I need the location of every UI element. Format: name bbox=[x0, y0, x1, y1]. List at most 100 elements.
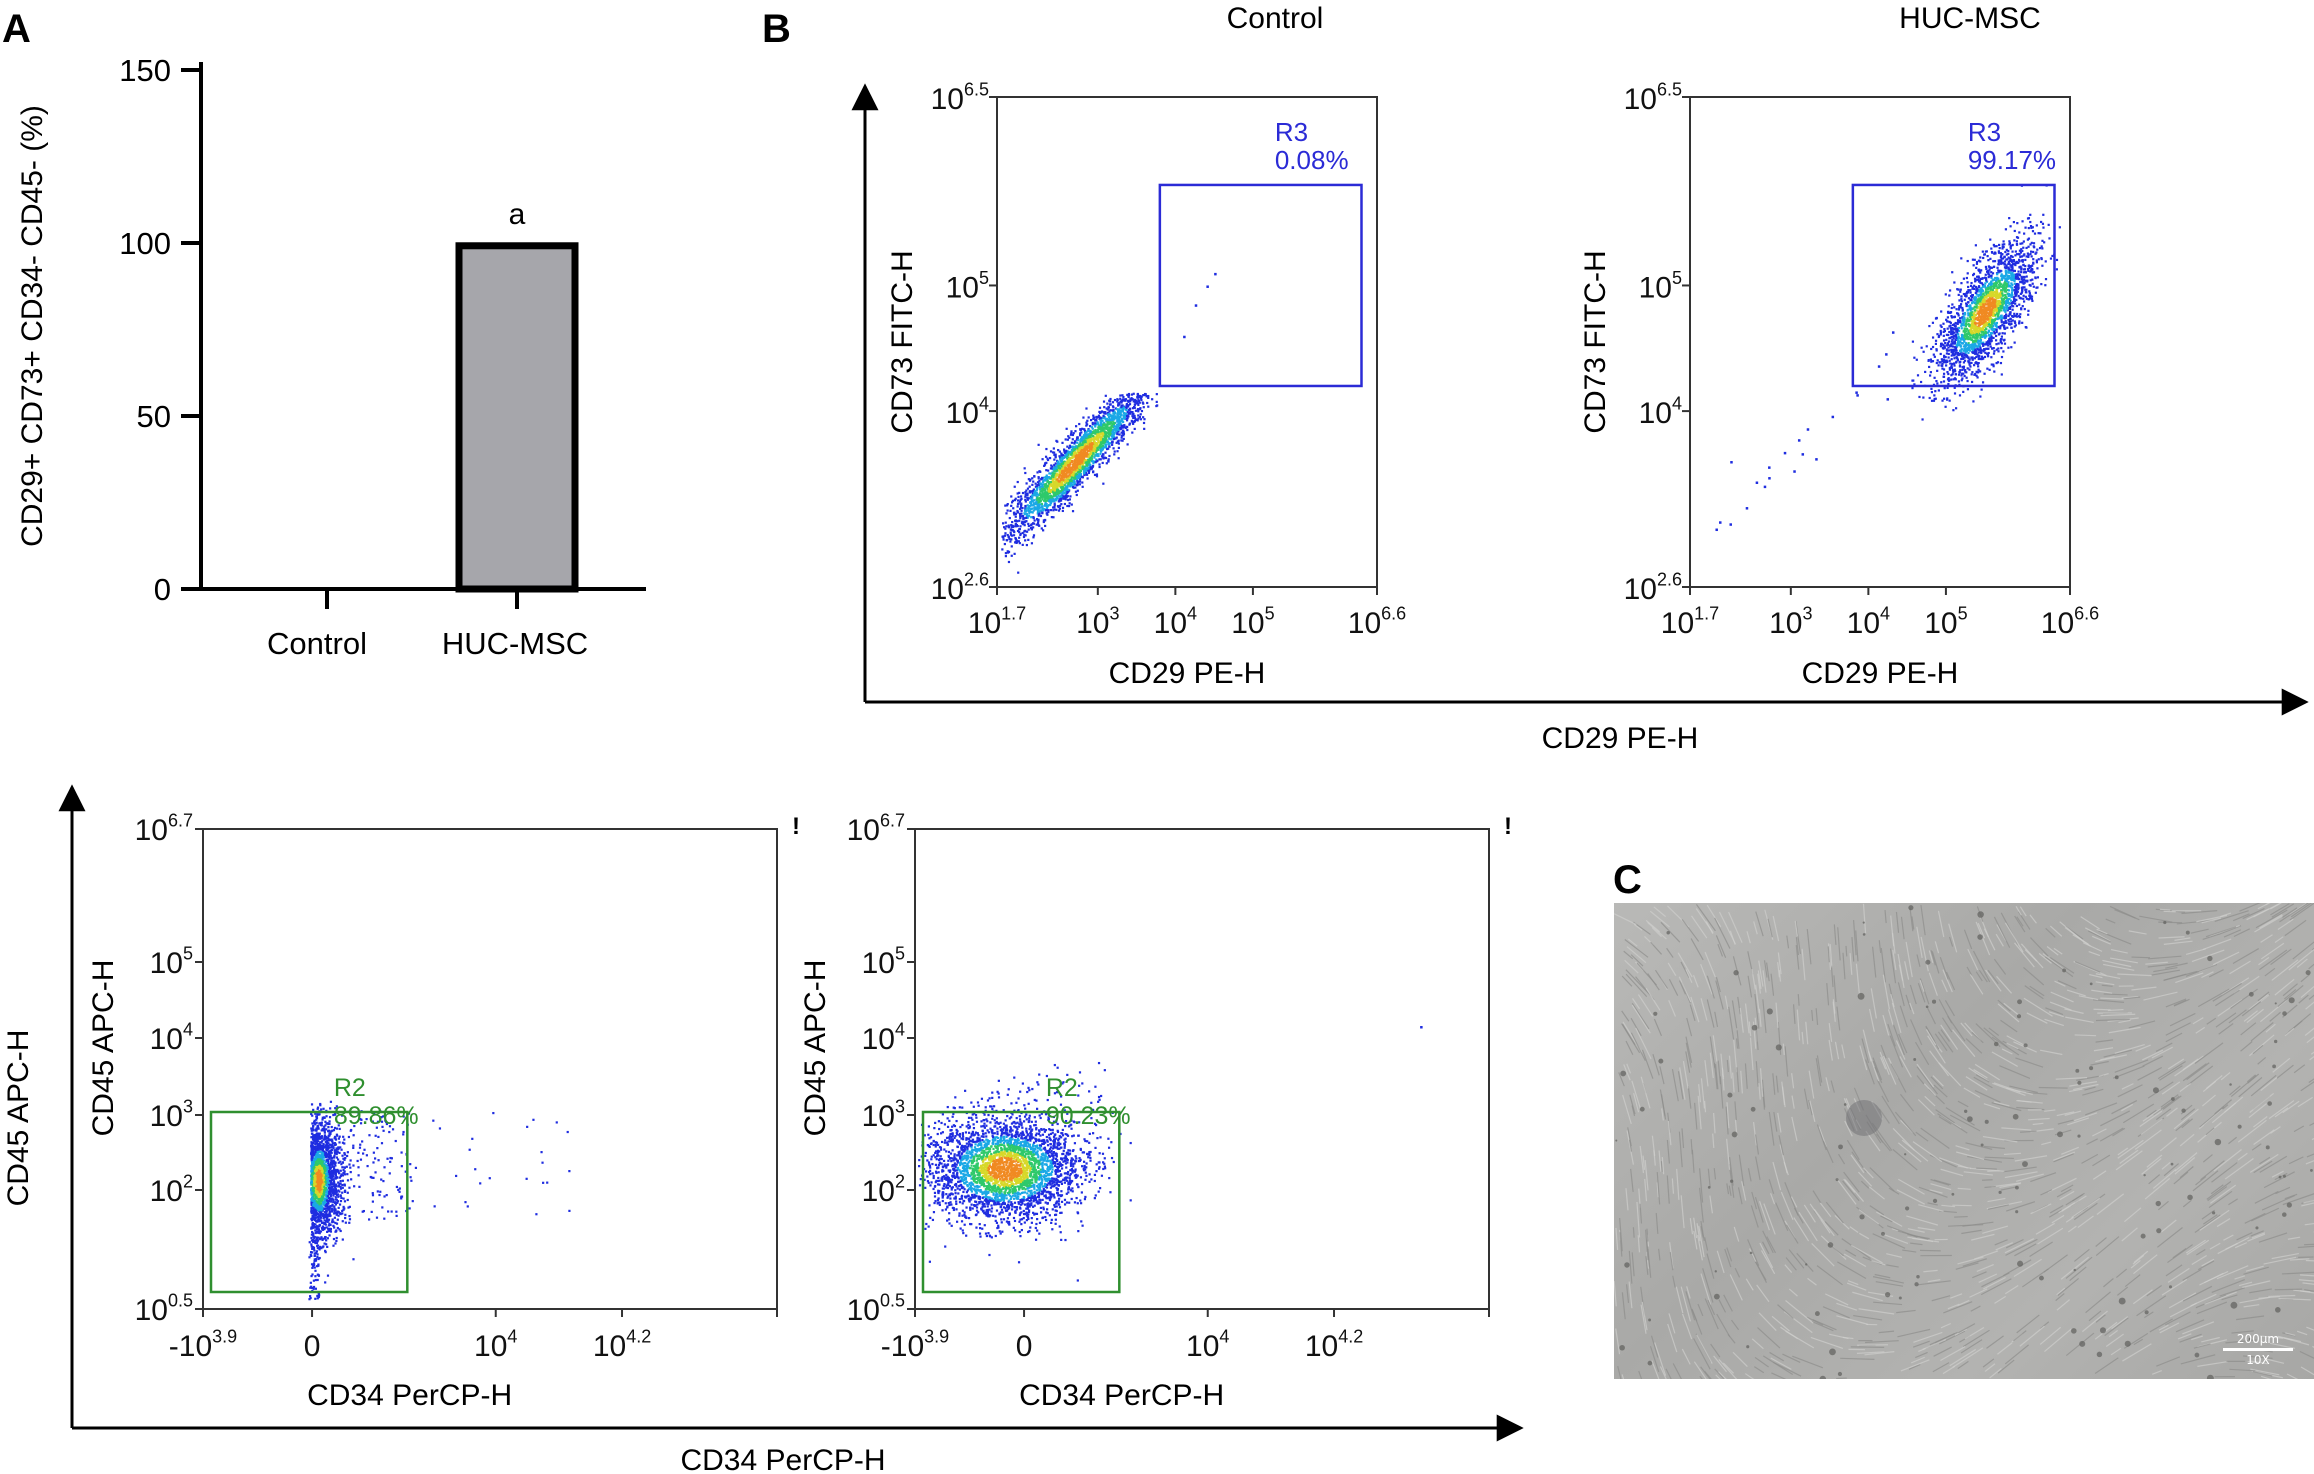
flow-event bbox=[1090, 457, 1093, 460]
flow-event bbox=[1066, 455, 1069, 458]
flow-event bbox=[1206, 285, 1209, 288]
flow-event bbox=[1122, 398, 1125, 401]
flow-event bbox=[1043, 503, 1047, 506]
flow-event bbox=[1964, 353, 1967, 357]
flow-event bbox=[1076, 448, 1079, 451]
flow-event bbox=[1068, 502, 1071, 505]
flow-event bbox=[1100, 455, 1104, 458]
flow-event bbox=[1093, 449, 1096, 453]
flow-event bbox=[2029, 213, 2032, 216]
flow-event bbox=[1755, 481, 1759, 484]
flow-plot-title: Control bbox=[1227, 2, 1324, 35]
flow-event bbox=[2035, 259, 2038, 262]
flow-event bbox=[337, 1214, 340, 1217]
flow-event bbox=[1975, 349, 1978, 352]
flow-event bbox=[1100, 446, 1103, 449]
flow-event bbox=[1959, 340, 1962, 343]
flow-plot-frame bbox=[996, 96, 1378, 588]
flow-event bbox=[1085, 424, 1088, 427]
flow-event bbox=[1021, 514, 1025, 518]
flow-event bbox=[1116, 450, 1119, 453]
flow-event bbox=[1928, 374, 1932, 377]
flow-event bbox=[1946, 316, 1949, 319]
flow-event bbox=[2032, 258, 2035, 261]
flow-event bbox=[1081, 485, 1084, 488]
flow-event bbox=[1964, 346, 1967, 349]
flow-event bbox=[1990, 271, 1993, 274]
flow-event bbox=[1941, 360, 1944, 363]
flow-event bbox=[2040, 282, 2043, 286]
flow-x-tick-label: 106.6 bbox=[2041, 604, 2099, 641]
flow-event bbox=[1016, 503, 1020, 506]
flow-event bbox=[1973, 322, 1977, 325]
flow-event bbox=[1990, 247, 1993, 250]
flow-event bbox=[1971, 332, 1974, 335]
flow-event bbox=[1087, 445, 1090, 449]
flow-event bbox=[1045, 478, 1048, 481]
flow-event bbox=[1089, 458, 1092, 462]
flow-event bbox=[2012, 269, 2016, 273]
flow-event bbox=[1963, 347, 1966, 351]
flow-event bbox=[1946, 327, 1949, 330]
flow-event bbox=[1103, 406, 1106, 409]
flow-event bbox=[1976, 376, 1979, 379]
flow-event bbox=[1954, 349, 1957, 352]
flow-event bbox=[2000, 274, 2003, 278]
flow-event bbox=[1053, 458, 1056, 461]
flow-event bbox=[1075, 458, 1078, 461]
flow-event bbox=[1072, 445, 1075, 448]
flow-event bbox=[1010, 504, 1013, 507]
flow-event bbox=[1052, 475, 1055, 479]
flow-event bbox=[2006, 301, 2009, 305]
flow-event bbox=[1078, 434, 1082, 437]
flow-event bbox=[1993, 284, 1996, 287]
flow-event bbox=[1009, 528, 1012, 531]
flow-event bbox=[1946, 310, 1950, 314]
flow-event bbox=[1969, 312, 1972, 316]
flow-event bbox=[1997, 269, 2000, 272]
flow-event bbox=[1954, 334, 1957, 337]
flow-event bbox=[1953, 281, 1956, 284]
flow-event bbox=[1987, 293, 1990, 296]
flow-event bbox=[1967, 301, 1970, 304]
flow-event bbox=[1091, 453, 1094, 456]
flow-event bbox=[1082, 451, 1085, 454]
flow-event bbox=[2032, 285, 2035, 288]
flow-event bbox=[1974, 291, 1977, 295]
bottom-shared-x-label: CD34 PerCP-H bbox=[680, 1444, 885, 1474]
flow-event bbox=[1072, 453, 1076, 457]
flow-event bbox=[1079, 440, 1082, 443]
flow-event bbox=[1960, 357, 1963, 361]
flow-event bbox=[1943, 346, 1946, 349]
flow-event bbox=[2006, 309, 2009, 312]
flow-event bbox=[1083, 468, 1086, 472]
flow-event bbox=[2036, 286, 2039, 289]
flow-event bbox=[1950, 316, 1954, 319]
flow-event bbox=[2027, 255, 2030, 259]
flow-event bbox=[1005, 525, 1008, 528]
flow-event bbox=[1969, 284, 1973, 287]
flow-event bbox=[1990, 363, 1993, 366]
flow-event bbox=[1971, 338, 1974, 342]
flow-event bbox=[1977, 365, 1980, 368]
flow-event bbox=[1087, 469, 1090, 472]
flow-event bbox=[1117, 446, 1120, 450]
flow-event bbox=[1015, 541, 1018, 544]
flow-event bbox=[1024, 529, 1027, 532]
flow-event bbox=[2024, 288, 2027, 291]
flow-event bbox=[2015, 240, 2018, 243]
flow-event bbox=[1030, 499, 1033, 502]
flow-event bbox=[1958, 361, 1961, 364]
flow-event bbox=[1062, 487, 1065, 490]
flow-event bbox=[1983, 294, 1986, 297]
flow-event bbox=[2008, 320, 2011, 323]
flow-event bbox=[1050, 475, 1053, 478]
flow-event bbox=[1075, 464, 1078, 468]
flow-event bbox=[1120, 439, 1123, 442]
flow-event bbox=[1141, 401, 1144, 404]
flow-event bbox=[2000, 373, 2003, 376]
flow-event bbox=[1954, 338, 1957, 341]
flow-event bbox=[1088, 439, 1091, 443]
flow-event bbox=[1965, 348, 1968, 351]
flow-event bbox=[314, 1112, 317, 1115]
